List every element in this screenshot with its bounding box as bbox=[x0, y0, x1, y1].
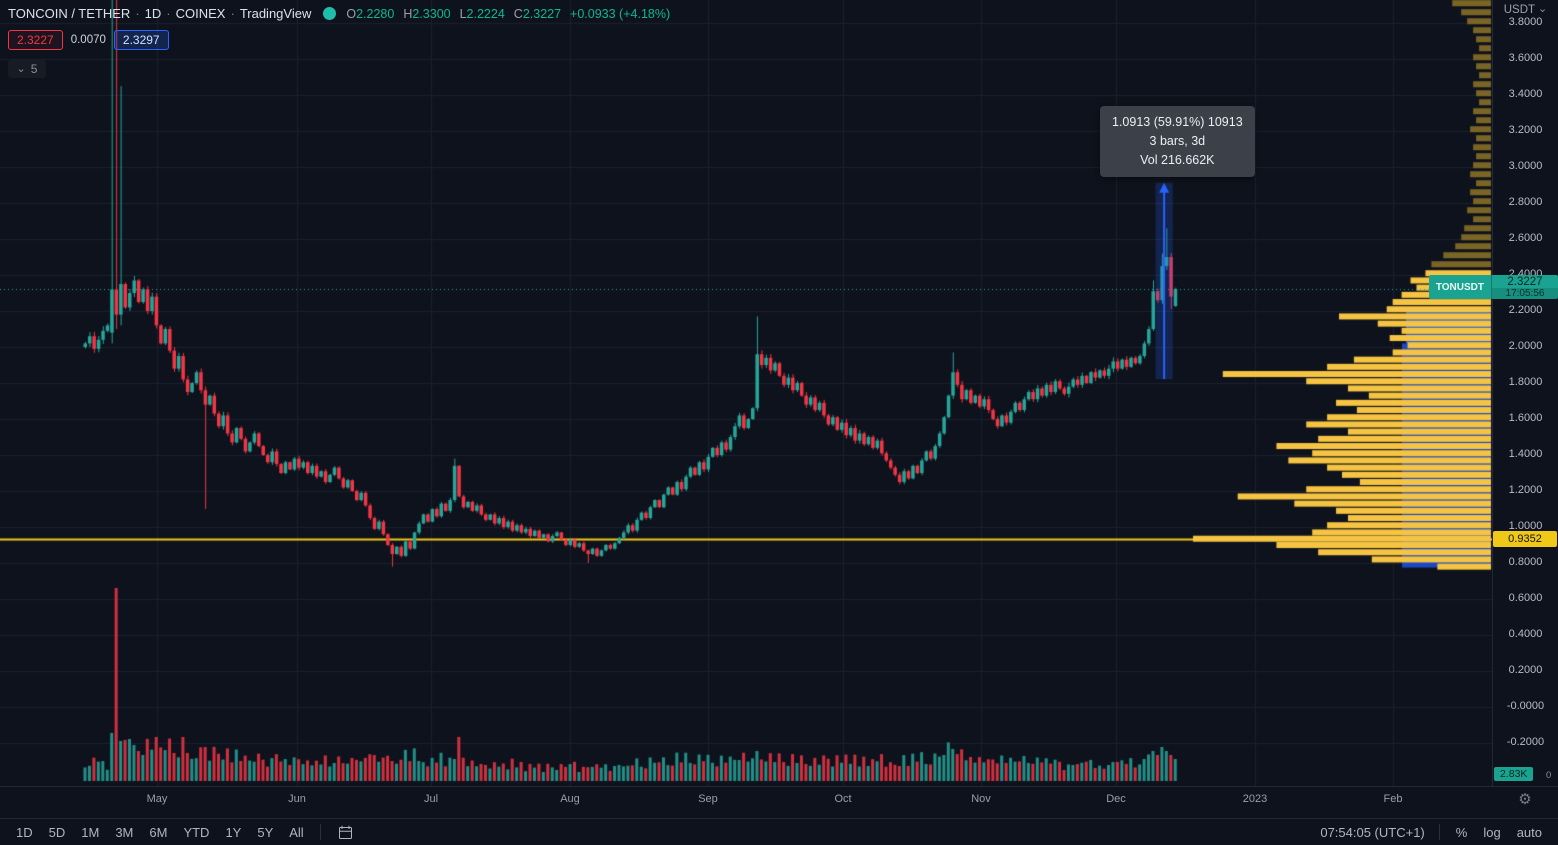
range-button-1Y[interactable]: 1Y bbox=[217, 823, 249, 842]
spread-value: 0.0070 bbox=[70, 34, 106, 46]
price-tick-label: 1.6000 bbox=[1508, 412, 1543, 425]
change-label: +0.0933 (+4.18%) bbox=[570, 6, 671, 21]
axis-settings-gear-icon[interactable]: ⚙ bbox=[1518, 791, 1532, 808]
volume-value-label: 2.83K bbox=[1494, 767, 1534, 781]
range-button-1M[interactable]: 1M bbox=[73, 823, 107, 842]
brand-label: TradingView bbox=[239, 6, 312, 21]
candlestick-chart-canvas[interactable] bbox=[0, 0, 1492, 786]
price-tick-label: 1.4000 bbox=[1508, 448, 1543, 461]
range-button-6M[interactable]: 6M bbox=[141, 823, 175, 842]
bottom-toolbar: 1D 5D 1M 3M 6M YTD 1Y 5Y All 07:54:05 (UTC+1) % … bbox=[0, 818, 1558, 845]
collapsed-indicators-toggle[interactable]: ⌄ 5 bbox=[8, 60, 46, 78]
range-button-5Y[interactable]: 5Y bbox=[249, 823, 281, 842]
auto-scale-button[interactable]: auto bbox=[1509, 823, 1550, 842]
price-tick-label: 0.2000 bbox=[1508, 664, 1543, 677]
time-tick-label: Feb bbox=[1383, 793, 1403, 805]
chevron-down-icon: ⌄ bbox=[16, 62, 26, 75]
toolbar-divider bbox=[1438, 824, 1440, 840]
currency-label: USDT bbox=[1503, 4, 1536, 16]
price-tick-label: 2.0000 bbox=[1508, 340, 1543, 353]
price-tick-label: 3.2000 bbox=[1508, 124, 1543, 137]
volume-zero-label: 0 bbox=[1546, 770, 1552, 781]
measure-bars: 3 bars, 3d bbox=[1149, 134, 1206, 148]
measure-volume: Vol 216.662K bbox=[1140, 153, 1215, 167]
ohlc-values: O2.2280 H2.3300 L2.2224 C2.3227 +0.0933 … bbox=[346, 6, 671, 21]
chevron-down-icon: ⌄ bbox=[1538, 3, 1548, 15]
separator: · bbox=[135, 6, 140, 21]
separator: · bbox=[166, 6, 171, 21]
price-axis[interactable]: USDT ⌄ 3.8000 3.6000 3.4000 3.2000 3.0000 2.8… bbox=[1492, 0, 1558, 786]
price-tick-label: 0.4000 bbox=[1508, 628, 1543, 641]
separator: · bbox=[230, 6, 235, 21]
range-button-5D[interactable]: 5D bbox=[41, 823, 74, 842]
price-tick-label: 3.8000 bbox=[1508, 16, 1543, 29]
time-tick-label: Oct bbox=[834, 793, 852, 805]
range-button-All[interactable]: All bbox=[281, 823, 311, 842]
measure-price-change: 1.0913 (59.91%) 10913 bbox=[1112, 115, 1243, 129]
price-tick-label: 3.6000 bbox=[1508, 52, 1543, 65]
price-tick-label: 3.4000 bbox=[1508, 88, 1543, 101]
percent-scale-button[interactable]: % bbox=[1448, 823, 1476, 842]
time-axis[interactable]: ⚙ May Jun Jul Aug Sep Oct Nov Dec 2023 Feb bbox=[0, 786, 1558, 818]
bar-countdown: 17:05:56 bbox=[1492, 288, 1558, 299]
range-button-YTD[interactable]: YTD bbox=[175, 823, 217, 842]
range-button-1D[interactable]: 1D bbox=[8, 823, 41, 842]
current-price-symbol: TONUSDT bbox=[1429, 275, 1492, 299]
time-tick-label: 2023 bbox=[1242, 793, 1268, 805]
current-price-label: TONUSDT 2.3227 17:05:56 bbox=[1428, 275, 1558, 299]
price-tick-label: -0.2000 bbox=[1506, 736, 1545, 749]
clock: 07:54:05 (UTC+1) bbox=[1320, 824, 1425, 840]
time-tick-label: Jun bbox=[288, 793, 306, 805]
log-scale-button[interactable]: log bbox=[1475, 823, 1508, 842]
price-tick-label: -0.0000 bbox=[1506, 700, 1545, 713]
price-tick-label: 2.6000 bbox=[1508, 232, 1543, 245]
sell-price-button[interactable]: 2.3227 bbox=[8, 30, 63, 50]
time-tick-label: May bbox=[146, 793, 168, 805]
exchange-label: COINEX bbox=[175, 6, 226, 21]
range-button-3M[interactable]: 3M bbox=[107, 823, 141, 842]
time-tick-label: Sep bbox=[698, 793, 718, 805]
price-tick-label: 1.8000 bbox=[1508, 376, 1543, 389]
buy-price-button[interactable]: 2.3297 bbox=[113, 30, 169, 50]
price-tick-label: 0.8000 bbox=[1508, 556, 1543, 569]
current-price-value: 2.3227 bbox=[1507, 276, 1543, 288]
chart-legend: TONCOIN / TETHER · 1D · COINEX · Trading… bbox=[8, 6, 670, 78]
price-axis-currency-toggle[interactable]: USDT ⌄ bbox=[1493, 3, 1558, 17]
price-tick-label: 0.6000 bbox=[1508, 592, 1543, 605]
price-tick-label: 1.2000 bbox=[1508, 484, 1543, 497]
time-tick-label: Aug bbox=[560, 793, 580, 805]
time-tick-label: Jul bbox=[423, 793, 439, 805]
price-tick-label: 1.0000 bbox=[1508, 520, 1543, 533]
interval-label[interactable]: 1D bbox=[144, 6, 162, 21]
source-logo-icon bbox=[323, 7, 337, 20]
time-tick-label: Nov bbox=[971, 793, 991, 805]
calendar-icon bbox=[338, 825, 352, 839]
price-tick-label: 2.2000 bbox=[1508, 304, 1543, 317]
horizontal-line-price-label[interactable]: 0.9352 bbox=[1493, 531, 1557, 547]
go-to-date-button[interactable] bbox=[329, 822, 362, 843]
time-tick-label: Dec bbox=[1106, 793, 1126, 805]
price-tick-label: 2.8000 bbox=[1508, 196, 1543, 209]
price-tick-label: 3.0000 bbox=[1508, 160, 1543, 173]
toolbar-divider bbox=[319, 824, 321, 840]
measure-tooltip: 1.0913 (59.91%) 10913 3 bars, 3d Vol 216… bbox=[1100, 106, 1255, 177]
collapsed-indicators-count: 5 bbox=[30, 62, 38, 76]
symbol-title[interactable]: TONCOIN / TETHER bbox=[8, 6, 131, 21]
range-selector: 1D 5D 1M 3M 6M YTD 1Y 5Y All bbox=[8, 823, 312, 842]
